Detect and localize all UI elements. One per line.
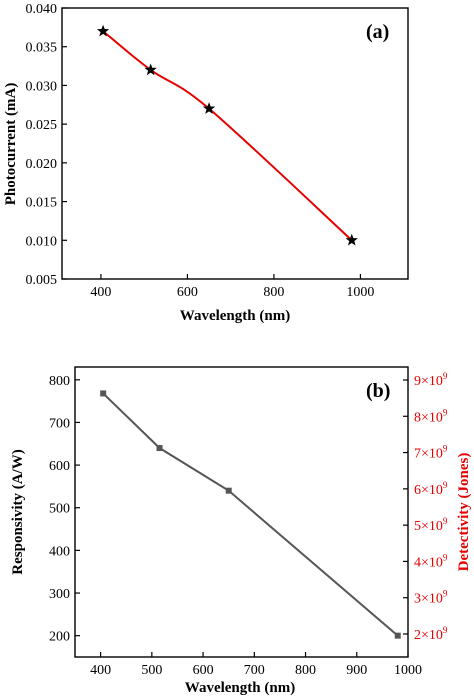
chart-b-y2-tick-label: 8×109 bbox=[414, 407, 448, 425]
chart-a-y-tick-label: 0.030 bbox=[26, 79, 58, 94]
chart-b-x-tick-label: 900 bbox=[346, 663, 367, 678]
chart-b-y2-tick-label: 6×109 bbox=[414, 480, 448, 498]
chart-a-y-tick-label: 0.005 bbox=[26, 273, 58, 288]
chart-a-markers bbox=[96, 24, 358, 246]
chart-b-frame bbox=[74, 366, 409, 658]
chart-b-series-line bbox=[102, 392, 399, 637]
chart-b-y-ticks: 200 300 400 500 600 700 800 bbox=[49, 374, 80, 645]
chart-b-data-point-square bbox=[394, 632, 401, 639]
chart-b-x-tick-label: 700 bbox=[244, 663, 265, 678]
chart-a-y-tick-label: 0.040 bbox=[26, 2, 58, 17]
chart-a-x-tick-label: 400 bbox=[90, 285, 111, 300]
chart-b-y2-axis-label: Detectivity (Jones) bbox=[456, 453, 472, 572]
chart-a-x-tick-label: 1000 bbox=[346, 285, 374, 300]
chart-a-y-axis-label: Photocurrent (mA) bbox=[3, 83, 19, 206]
chart-b-x-ticks: 400 500 600 700 800 900 1000 bbox=[90, 652, 422, 678]
chart-b-x-axis-label: Wavelength (nm) bbox=[185, 680, 295, 696]
chart-b-y2-tick-label: 2×109 bbox=[414, 625, 448, 643]
chart-b-y2-ticks: 2×109 3×109 4×109 5×109 6×109 7×109 8×109 9×109 bbox=[403, 371, 448, 643]
chart-a-x-tick-label: 800 bbox=[263, 285, 284, 300]
chart-b-y2-tick-label: 4×109 bbox=[414, 552, 448, 570]
chart-b-y-tick-label: 800 bbox=[49, 374, 70, 389]
chart-b-x-tick-label: 1000 bbox=[394, 663, 422, 678]
chart-b-x-tick-label: 500 bbox=[141, 663, 162, 678]
chart-b-data-point-square bbox=[156, 445, 163, 452]
chart-a-y-tick-label: 0.035 bbox=[26, 41, 58, 56]
chart-b-y-tick-label: 500 bbox=[49, 502, 70, 517]
chart-a-y-tick-label: 0.020 bbox=[26, 157, 58, 172]
chart-a: 400 600 800 1000 0.0050.0100.0150.0200.0250… bbox=[3, 2, 409, 324]
chart-a-panel-label: (a) bbox=[366, 21, 389, 43]
chart-b-y2-tick-label: 5×109 bbox=[414, 516, 448, 534]
chart-b-data-point-square bbox=[225, 487, 232, 494]
chart-a-y-tick-label: 0.025 bbox=[26, 118, 58, 133]
chart-b-y-tick-label: 400 bbox=[49, 544, 70, 559]
chart-b-y-tick-label: 700 bbox=[49, 416, 70, 431]
chart-b-x-tick-label: 600 bbox=[193, 663, 214, 678]
chart-b-x-tick-label: 800 bbox=[295, 663, 316, 678]
chart-b-y-tick-label: 600 bbox=[49, 459, 70, 474]
chart-a-x-tick-label: 600 bbox=[177, 285, 198, 300]
chart-b: 400 500 600 700 800 900 1000 200 300 400 500 600 70… bbox=[10, 366, 472, 696]
chart-a-data-point-star bbox=[202, 102, 216, 114]
chart-a-series-line bbox=[102, 30, 353, 242]
chart-b-y-axis-label: Responsivity (A/W) bbox=[10, 449, 26, 574]
chart-b-x-tick-label: 400 bbox=[90, 663, 111, 678]
chart-a-y-tick-label: 0.015 bbox=[26, 196, 58, 211]
chart-a-data-point-star bbox=[96, 24, 110, 37]
chart-b-y2-tick-label: 3×109 bbox=[414, 589, 448, 607]
chart-b-y2-tick-label: 7×109 bbox=[414, 444, 448, 462]
chart-b-panel-label: (b) bbox=[366, 380, 390, 402]
chart-a-frame bbox=[61, 7, 409, 280]
chart-a-data-point-star bbox=[144, 63, 157, 76]
chart-b-y-tick-label: 300 bbox=[49, 587, 70, 602]
chart-a-y-tick-label: 0.010 bbox=[26, 234, 58, 249]
chart-b-y2-tick-label: 9×109 bbox=[414, 371, 448, 389]
chart-b-data-point-square bbox=[100, 390, 107, 397]
chart-a-x-axis-label: Wavelength (nm) bbox=[180, 308, 290, 324]
chart-a-y-ticks: 0.005 0.010 0.015 0.020 0.025 0.030 0.035 0.040 bbox=[26, 2, 67, 288]
chart-a-x-ticks: 400 600 800 1000 bbox=[90, 274, 374, 300]
chart-b-markers bbox=[100, 390, 401, 639]
chart-a-data-point-star bbox=[345, 233, 358, 246]
chart-b-y-tick-label: 200 bbox=[49, 630, 70, 645]
